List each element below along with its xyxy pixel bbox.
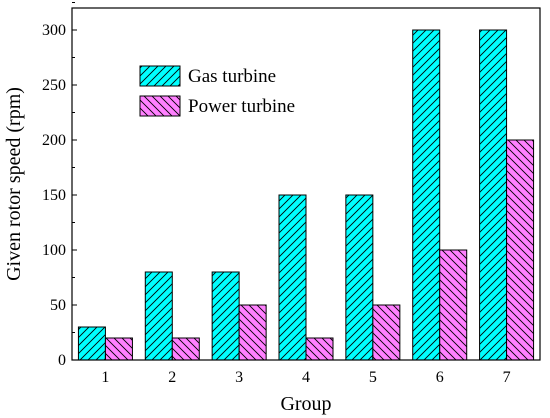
legend-swatch-hatch xyxy=(139,95,181,117)
bar-gas-turbine-group-2-hatch xyxy=(144,271,173,361)
bar-gas-turbine-group-7-hatch xyxy=(479,29,508,361)
bar-gas-turbine-group-1-hatch xyxy=(77,326,106,361)
bar-gas-turbine-group-5-hatch xyxy=(345,194,374,361)
legend-swatch-hatch xyxy=(139,65,181,87)
bar-power-turbine-group-4-hatch xyxy=(305,337,334,361)
bar-power-turbine-group-1-hatch xyxy=(104,337,133,361)
legend: Gas turbine Power turbine xyxy=(139,65,295,117)
x-tick-label: 1 xyxy=(101,369,109,386)
y-tick-label: 0 xyxy=(58,352,66,369)
y-tick-label: 250 xyxy=(42,77,66,94)
bar-power-turbine-group-7-hatch xyxy=(506,139,535,361)
bar-gas-turbine-group-3-hatch xyxy=(211,271,240,361)
y-axis-label: Given rotor speed (rpm) xyxy=(3,87,25,281)
y-tick-label: 100 xyxy=(42,242,66,259)
x-tick-label: 6 xyxy=(436,369,444,386)
bar-gas-turbine-group-4-hatch xyxy=(278,194,307,361)
y-tick-label: 300 xyxy=(42,22,66,39)
bar-power-turbine-group-5-hatch xyxy=(372,304,401,361)
bar-gas-turbine-group-6-hatch xyxy=(412,29,441,361)
legend-label-power-turbine: Power turbine xyxy=(188,96,295,117)
y-tick-label: 200 xyxy=(42,132,66,149)
x-tick-label: 2 xyxy=(168,369,176,386)
x-tick-label: 7 xyxy=(503,369,511,386)
x-axis-label: Group xyxy=(280,393,331,415)
bar-power-turbine-group-3-hatch xyxy=(238,304,267,361)
y-tick-label: 150 xyxy=(42,187,66,204)
x-tick-label: 3 xyxy=(235,369,243,386)
x-tick-label: 5 xyxy=(369,369,377,386)
bar-power-turbine-group-2-hatch xyxy=(171,337,200,361)
legend-label-gas-turbine: Gas turbine xyxy=(188,66,276,87)
x-axis-ticks: 1 2 3 4 5 6 7 xyxy=(101,355,511,386)
x-tick-label: 4 xyxy=(302,369,310,386)
y-tick-label: 50 xyxy=(50,297,66,314)
y-axis-ticks: 0 50 100 150 200 250 300 xyxy=(42,2,77,369)
bars-group xyxy=(77,29,535,361)
bar-power-turbine-group-6-hatch xyxy=(439,249,468,361)
